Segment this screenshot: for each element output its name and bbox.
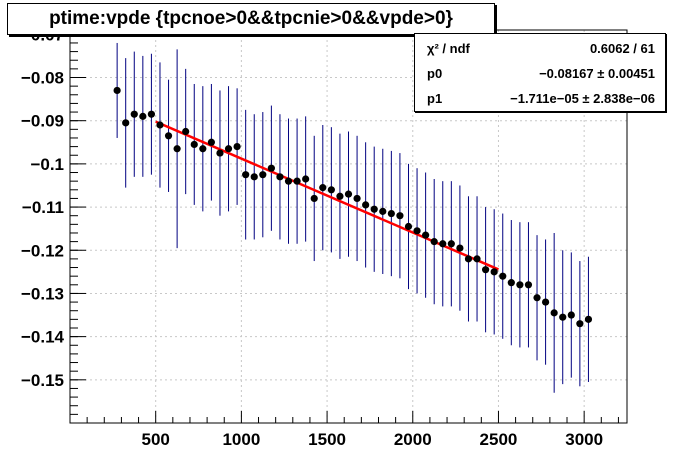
data-point	[216, 149, 224, 157]
stats-row-chi2: χ² / ndf 0.6062 / 61	[415, 36, 665, 60]
data-point	[293, 177, 301, 185]
stats-row-p1: p1 −1.711e−05 ± 2.838e−06	[415, 86, 665, 110]
data-point	[490, 268, 498, 276]
data-points	[113, 86, 593, 328]
data-point	[439, 240, 447, 248]
data-point	[250, 173, 258, 181]
data-point	[156, 121, 164, 129]
stats-value: 0.6062 / 61	[589, 40, 655, 56]
data-point	[541, 298, 550, 306]
data-point	[396, 212, 404, 220]
data-point	[516, 281, 524, 289]
data-point	[533, 294, 541, 302]
data-point	[310, 194, 318, 203]
data-point	[267, 164, 275, 172]
data-point	[319, 184, 327, 192]
y-tick-label: −0.1	[30, 155, 64, 174]
data-point	[139, 112, 147, 120]
data-point	[430, 238, 438, 246]
data-point	[259, 171, 267, 179]
data-point	[242, 171, 250, 179]
data-point	[387, 209, 395, 218]
data-point	[567, 311, 575, 319]
data-point	[113, 86, 121, 95]
x-tick-label: 2000	[394, 430, 432, 449]
data-point	[122, 119, 130, 127]
x-tick-label: 1500	[308, 430, 346, 449]
data-point	[182, 127, 190, 136]
stats-label: χ² / ndf	[427, 40, 470, 56]
data-point	[507, 279, 515, 287]
y-tick-label: −0.09	[21, 112, 64, 131]
data-point	[524, 281, 533, 289]
data-point	[473, 255, 481, 263]
data-point	[173, 145, 181, 153]
y-tick-label: −0.12	[21, 241, 64, 260]
y-tick-label: −0.15	[21, 371, 64, 390]
data-point	[353, 194, 361, 203]
data-point	[370, 205, 378, 213]
stats-box: χ² / ndf 0.6062 / 61 p0 −0.08167 ± 0.004…	[414, 33, 666, 112]
y-tick-label: −0.14	[21, 328, 65, 347]
data-point	[559, 313, 567, 321]
data-point	[276, 173, 284, 181]
data-point	[422, 231, 430, 239]
stats-value: −1.711e−05 ± 2.838e−06	[510, 90, 655, 106]
axes: 50010001500200025003000−0.07−0.08−0.09−0…	[21, 25, 619, 449]
stats-row-p0: p0 −0.08167 ± 0.00451	[415, 61, 665, 85]
chart-title: ptime:vpde {tpcnoe>0&&tpcnie>0&&vpde>0}	[7, 3, 495, 35]
data-point	[499, 272, 507, 280]
data-point	[482, 266, 490, 274]
data-point	[584, 315, 593, 323]
stats-value: −0.08167 ± 0.00451	[539, 65, 655, 81]
x-tick-label: 3000	[565, 430, 603, 449]
data-point	[224, 145, 233, 153]
data-point	[404, 222, 413, 231]
data-point	[464, 255, 473, 263]
data-point	[130, 110, 138, 118]
x-tick-label: 2500	[480, 430, 518, 449]
stats-label: p1	[427, 90, 443, 106]
data-point	[344, 190, 353, 198]
data-point	[550, 309, 558, 317]
data-point	[336, 192, 344, 200]
x-tick-label: 500	[142, 430, 170, 449]
data-point	[362, 201, 370, 209]
data-point	[284, 177, 293, 185]
data-point	[207, 138, 215, 146]
y-tick-label: −0.13	[21, 284, 64, 303]
data-point	[379, 207, 387, 215]
data-point	[190, 140, 198, 149]
stats-label: p0	[427, 65, 443, 81]
y-tick-label: −0.08	[21, 69, 64, 88]
data-point	[456, 244, 464, 252]
x-tick-label: 1000	[222, 430, 260, 449]
data-point	[233, 143, 241, 151]
data-point	[413, 227, 421, 235]
y-tick-label: −0.11	[22, 198, 64, 217]
data-point	[302, 175, 310, 183]
data-point	[327, 186, 335, 194]
data-point	[164, 132, 173, 140]
data-point	[147, 110, 156, 118]
data-point	[576, 320, 584, 328]
fit-line-segment	[155, 120, 499, 271]
data-point	[447, 240, 455, 248]
fit-line	[155, 120, 499, 271]
data-point	[199, 145, 207, 153]
